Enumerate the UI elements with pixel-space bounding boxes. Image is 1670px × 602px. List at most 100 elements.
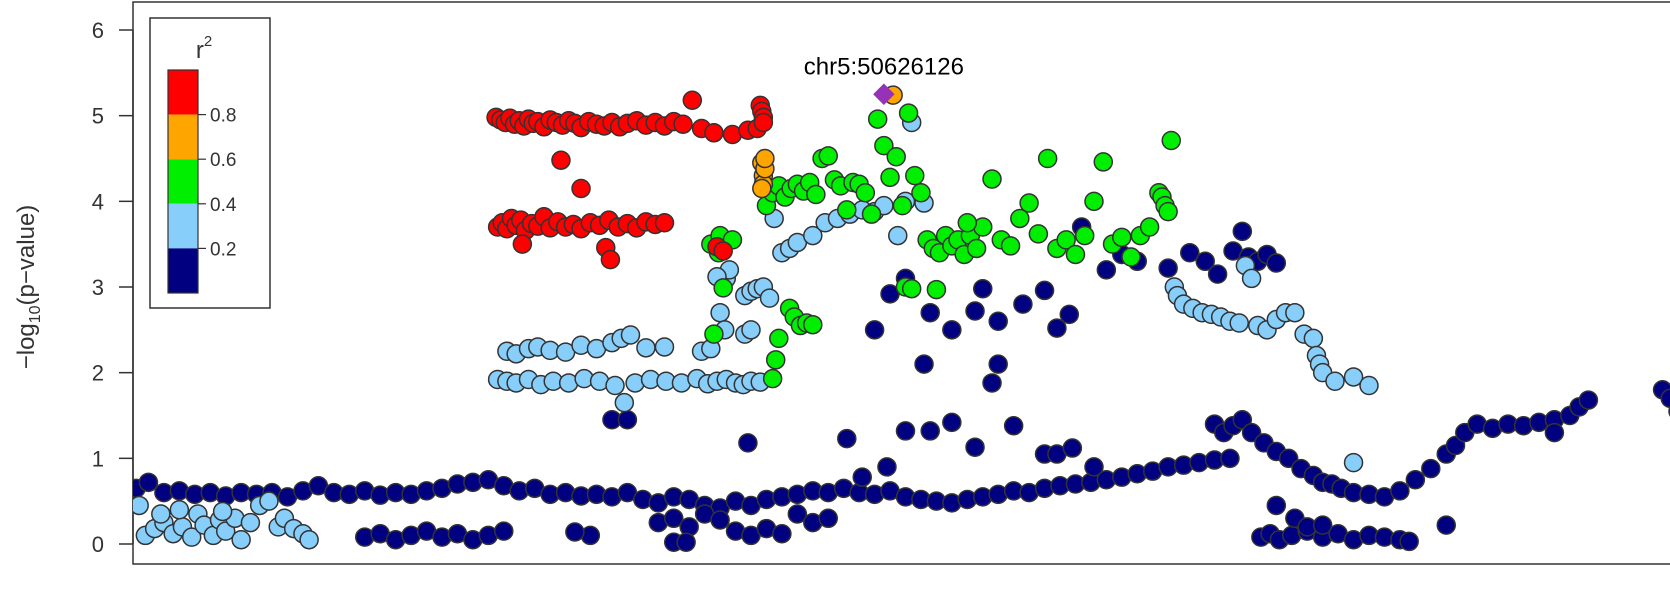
snp-point	[762, 368, 783, 389]
snp-point	[753, 112, 774, 133]
snp-point	[1195, 251, 1215, 272]
snp-point	[901, 278, 922, 299]
snp-point	[1037, 148, 1058, 169]
snp-point	[982, 169, 1002, 189]
y-axis: 0 1 2 3 4 5 6	[92, 18, 134, 557]
snp-point	[1000, 236, 1021, 256]
legend-bin	[168, 159, 198, 204]
snp-point	[877, 457, 897, 477]
snp-point	[1158, 201, 1178, 222]
snp-point	[942, 412, 962, 433]
snp-point	[837, 200, 857, 220]
snp-point	[673, 114, 693, 134]
snp-point	[1093, 152, 1114, 172]
snp-point	[765, 350, 786, 370]
snp-point	[1207, 264, 1228, 284]
snp-point	[1578, 390, 1599, 410]
snp-point	[738, 433, 758, 453]
data-points	[133, 85, 1670, 553]
legend-bin-outline	[167, 69, 199, 294]
snp-point	[682, 90, 703, 110]
snp-point	[654, 337, 675, 357]
snp-point	[212, 501, 233, 522]
snp-point	[1028, 224, 1049, 244]
snp-point	[1047, 318, 1067, 338]
snp-point	[710, 510, 730, 530]
snp-point	[494, 521, 514, 541]
y-tick-label: 5	[92, 104, 104, 129]
snp-point	[752, 178, 772, 199]
legend-label: 0.4	[210, 195, 237, 216]
snp-point	[806, 184, 826, 205]
snp-point	[803, 225, 823, 246]
snp-point	[636, 338, 656, 358]
snp-point	[1161, 130, 1181, 151]
snp-point	[1010, 208, 1030, 229]
snp-point	[1019, 193, 1039, 213]
snp-point	[965, 437, 985, 457]
snp-point	[920, 302, 940, 323]
snp-point	[571, 178, 591, 199]
snp-point	[855, 183, 876, 203]
legend-label: 0.2	[210, 239, 236, 260]
snp-point	[1359, 375, 1379, 396]
snp-point	[512, 234, 533, 254]
snp-point	[837, 428, 857, 449]
lead-snp-diamond	[873, 83, 895, 105]
snp-point	[852, 467, 872, 487]
snp-point	[1112, 227, 1132, 248]
snp-point	[818, 508, 838, 529]
snp-point	[1399, 531, 1419, 552]
snp-point	[911, 183, 931, 203]
snp-point	[1405, 470, 1426, 490]
snp-point	[704, 324, 724, 344]
snp-point	[713, 241, 733, 261]
snp-point	[1241, 268, 1262, 289]
snp-point	[1343, 367, 1364, 387]
snp-point	[957, 213, 978, 233]
snp-point	[614, 392, 635, 413]
snp-point	[1139, 217, 1160, 237]
y-tick-label: 3	[92, 275, 104, 300]
legend-color-bins	[167, 69, 199, 294]
snp-point	[605, 375, 625, 396]
snp-point	[759, 288, 780, 308]
y-tick-label: 2	[92, 361, 104, 386]
snp-point	[551, 150, 571, 170]
snp-point	[1180, 242, 1200, 263]
snp-point	[299, 529, 319, 550]
snp-point	[664, 508, 684, 529]
snp-point	[654, 213, 675, 233]
snp-point	[676, 532, 696, 553]
snp-point	[892, 195, 913, 216]
y-tick-label: 1	[92, 446, 104, 471]
y-tick-label: 4	[92, 189, 104, 214]
snp-point	[888, 225, 908, 246]
snp-point	[898, 103, 919, 123]
snp-point	[1266, 253, 1287, 273]
snp-point	[787, 504, 808, 524]
snp-point	[905, 165, 925, 186]
snp-point	[600, 249, 621, 270]
snp-point	[138, 472, 159, 493]
snp-point	[620, 325, 641, 345]
snp-point	[1158, 258, 1178, 278]
snp-point	[617, 410, 638, 430]
snp-point	[259, 491, 279, 511]
snp-point	[920, 421, 940, 441]
snp-point	[966, 238, 987, 259]
snp-point	[1059, 304, 1080, 325]
snp-point	[710, 302, 730, 323]
y-tick-label: 0	[92, 532, 104, 557]
plot-frame	[132, 1, 1670, 565]
legend-bin	[168, 248, 198, 293]
snp-point	[818, 146, 838, 166]
legend-label: 0.8	[210, 106, 236, 127]
snp-point	[1121, 247, 1141, 267]
snp-point	[1303, 328, 1324, 349]
snp-point	[988, 311, 1008, 332]
snp-point	[1436, 515, 1456, 535]
snp-point	[1278, 448, 1299, 469]
snp-point	[926, 279, 947, 300]
